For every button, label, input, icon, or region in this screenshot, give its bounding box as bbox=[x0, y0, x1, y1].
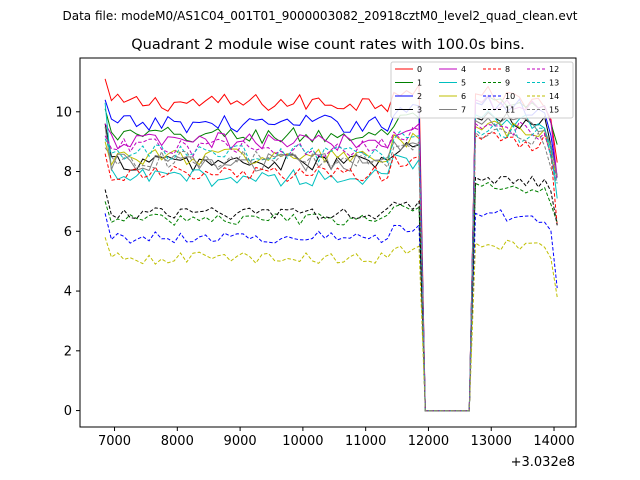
legend-label-15: 15 bbox=[549, 106, 559, 115]
legend-label-12: 12 bbox=[549, 65, 559, 74]
x-tick-label: 13000 bbox=[471, 434, 512, 449]
x-tick-label: 8000 bbox=[161, 434, 194, 449]
legend-label-11: 11 bbox=[505, 106, 515, 115]
x-tick-label: 7000 bbox=[98, 434, 131, 449]
y-tick-label: 8 bbox=[64, 165, 72, 180]
y-tick-label: 0 bbox=[64, 404, 72, 419]
legend-label-6: 6 bbox=[461, 92, 466, 101]
legend-label-5: 5 bbox=[461, 79, 466, 88]
series-line-14 bbox=[104, 237, 558, 412]
legend-label-1: 1 bbox=[417, 79, 422, 88]
chart-title: Quadrant 2 module wise count rates with … bbox=[131, 37, 525, 53]
series-line-11 bbox=[104, 175, 558, 412]
series-line-6 bbox=[104, 120, 558, 412]
x-tick-label: 10000 bbox=[282, 434, 323, 449]
x-tick-label: 14000 bbox=[533, 434, 574, 449]
series-line-7 bbox=[104, 117, 558, 412]
legend-label-8: 8 bbox=[505, 65, 510, 74]
legend-label-3: 3 bbox=[417, 106, 422, 115]
series-line-4 bbox=[104, 94, 558, 412]
y-tick-label: 4 bbox=[64, 285, 72, 300]
legend-label-13: 13 bbox=[549, 79, 559, 88]
legend-label-4: 4 bbox=[461, 65, 466, 74]
legend-label-0: 0 bbox=[417, 65, 422, 74]
series-line-10 bbox=[104, 209, 558, 412]
x-tick-label: 9000 bbox=[224, 434, 257, 449]
x-offset-label: +3.032e8 bbox=[511, 455, 575, 470]
series-line-5 bbox=[104, 102, 558, 412]
y-tick-label: 10 bbox=[55, 105, 72, 120]
legend-label-7: 7 bbox=[461, 106, 466, 115]
series-line-8 bbox=[104, 132, 558, 412]
y-tick-label: 6 bbox=[64, 225, 72, 240]
series-line-12 bbox=[104, 121, 558, 412]
legend-box bbox=[390, 61, 574, 119]
x-tick-label: 12000 bbox=[408, 434, 449, 449]
series-line-13 bbox=[104, 123, 558, 412]
legend-label-10: 10 bbox=[505, 92, 515, 101]
series-layer bbox=[104, 78, 558, 412]
plot-area bbox=[79, 57, 577, 428]
x-tick-label: 11000 bbox=[345, 434, 386, 449]
y-tick-label: 2 bbox=[64, 344, 72, 359]
series-line-15 bbox=[104, 128, 558, 412]
legend-label-14: 14 bbox=[549, 92, 559, 101]
figure-suptitle: Data file: modeM0/AS1C04_001T01_90000030… bbox=[62, 9, 577, 23]
x-axis: 7000 8000 9000 10000 11000 12000 13000 14000 bbox=[98, 427, 575, 449]
axes-frame bbox=[79, 57, 577, 428]
legend-label-9: 9 bbox=[505, 79, 510, 88]
legend-label-2: 2 bbox=[417, 92, 422, 101]
series-line-9 bbox=[104, 181, 558, 412]
y-axis: 0 2 4 6 8 10 bbox=[55, 105, 80, 419]
